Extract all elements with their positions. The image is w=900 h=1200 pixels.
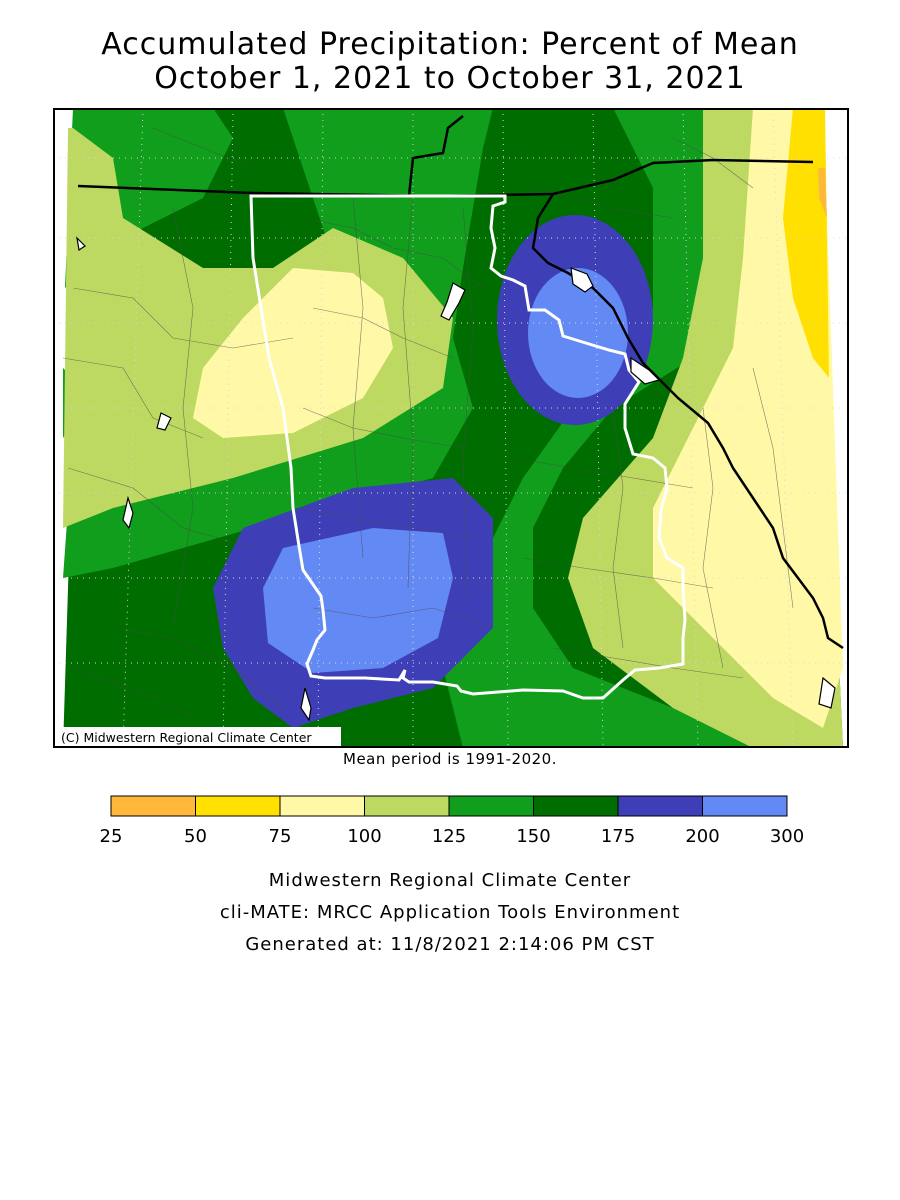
legend-label-300: 300	[770, 826, 804, 847]
color-legend: 25 50 75 100 125 150 175 200 300	[100, 795, 804, 847]
legend-bin-25-50	[110, 795, 196, 817]
legend-bin-175-200	[617, 795, 703, 817]
state-boundary	[249, 194, 687, 700]
legend-label-175: 175	[601, 826, 635, 847]
legend-bin-75-100	[279, 795, 365, 817]
precipitation-map: (C) Midwestern Regional Climate Center	[53, 108, 849, 748]
legend-bin-150-175	[533, 795, 619, 817]
zone-75-100-west	[193, 268, 393, 438]
legend-bin-50-75	[195, 795, 281, 817]
zone-25-50	[818, 168, 827, 218]
legend-bin-125-150	[448, 795, 534, 817]
zone-200-300-northeast	[528, 268, 628, 398]
legend-label-50: 50	[184, 826, 207, 847]
legend-label-125: 125	[432, 826, 466, 847]
zone-50-75	[783, 108, 829, 378]
zone-200-300-southwest	[263, 528, 453, 673]
copyright-label: (C) Midwestern Regional Climate Center	[61, 730, 312, 745]
map-title-line1: Accumulated Precipitation: Percent of Me…	[101, 27, 799, 62]
legend-label-150: 150	[516, 826, 550, 847]
footer-org: Midwestern Regional Climate Center	[268, 870, 632, 891]
legend-bin-200-300	[702, 795, 788, 817]
footer-tool: cli-MATE: MRCC Application Tools Environ…	[219, 902, 681, 923]
map-title-line2: October 1, 2021 to October 31, 2021	[154, 61, 746, 96]
mean-period-note: Mean period is 1991-2020.	[343, 750, 557, 768]
legend-label-100: 100	[347, 826, 381, 847]
legend-label-75: 75	[269, 826, 292, 847]
legend-label-200: 200	[685, 826, 719, 847]
legend-bin-100-125	[364, 795, 450, 817]
legend-label-25: 25	[100, 826, 123, 847]
footer-generated: Generated at: 11/8/2021 2:14:06 PM CST	[245, 934, 655, 955]
